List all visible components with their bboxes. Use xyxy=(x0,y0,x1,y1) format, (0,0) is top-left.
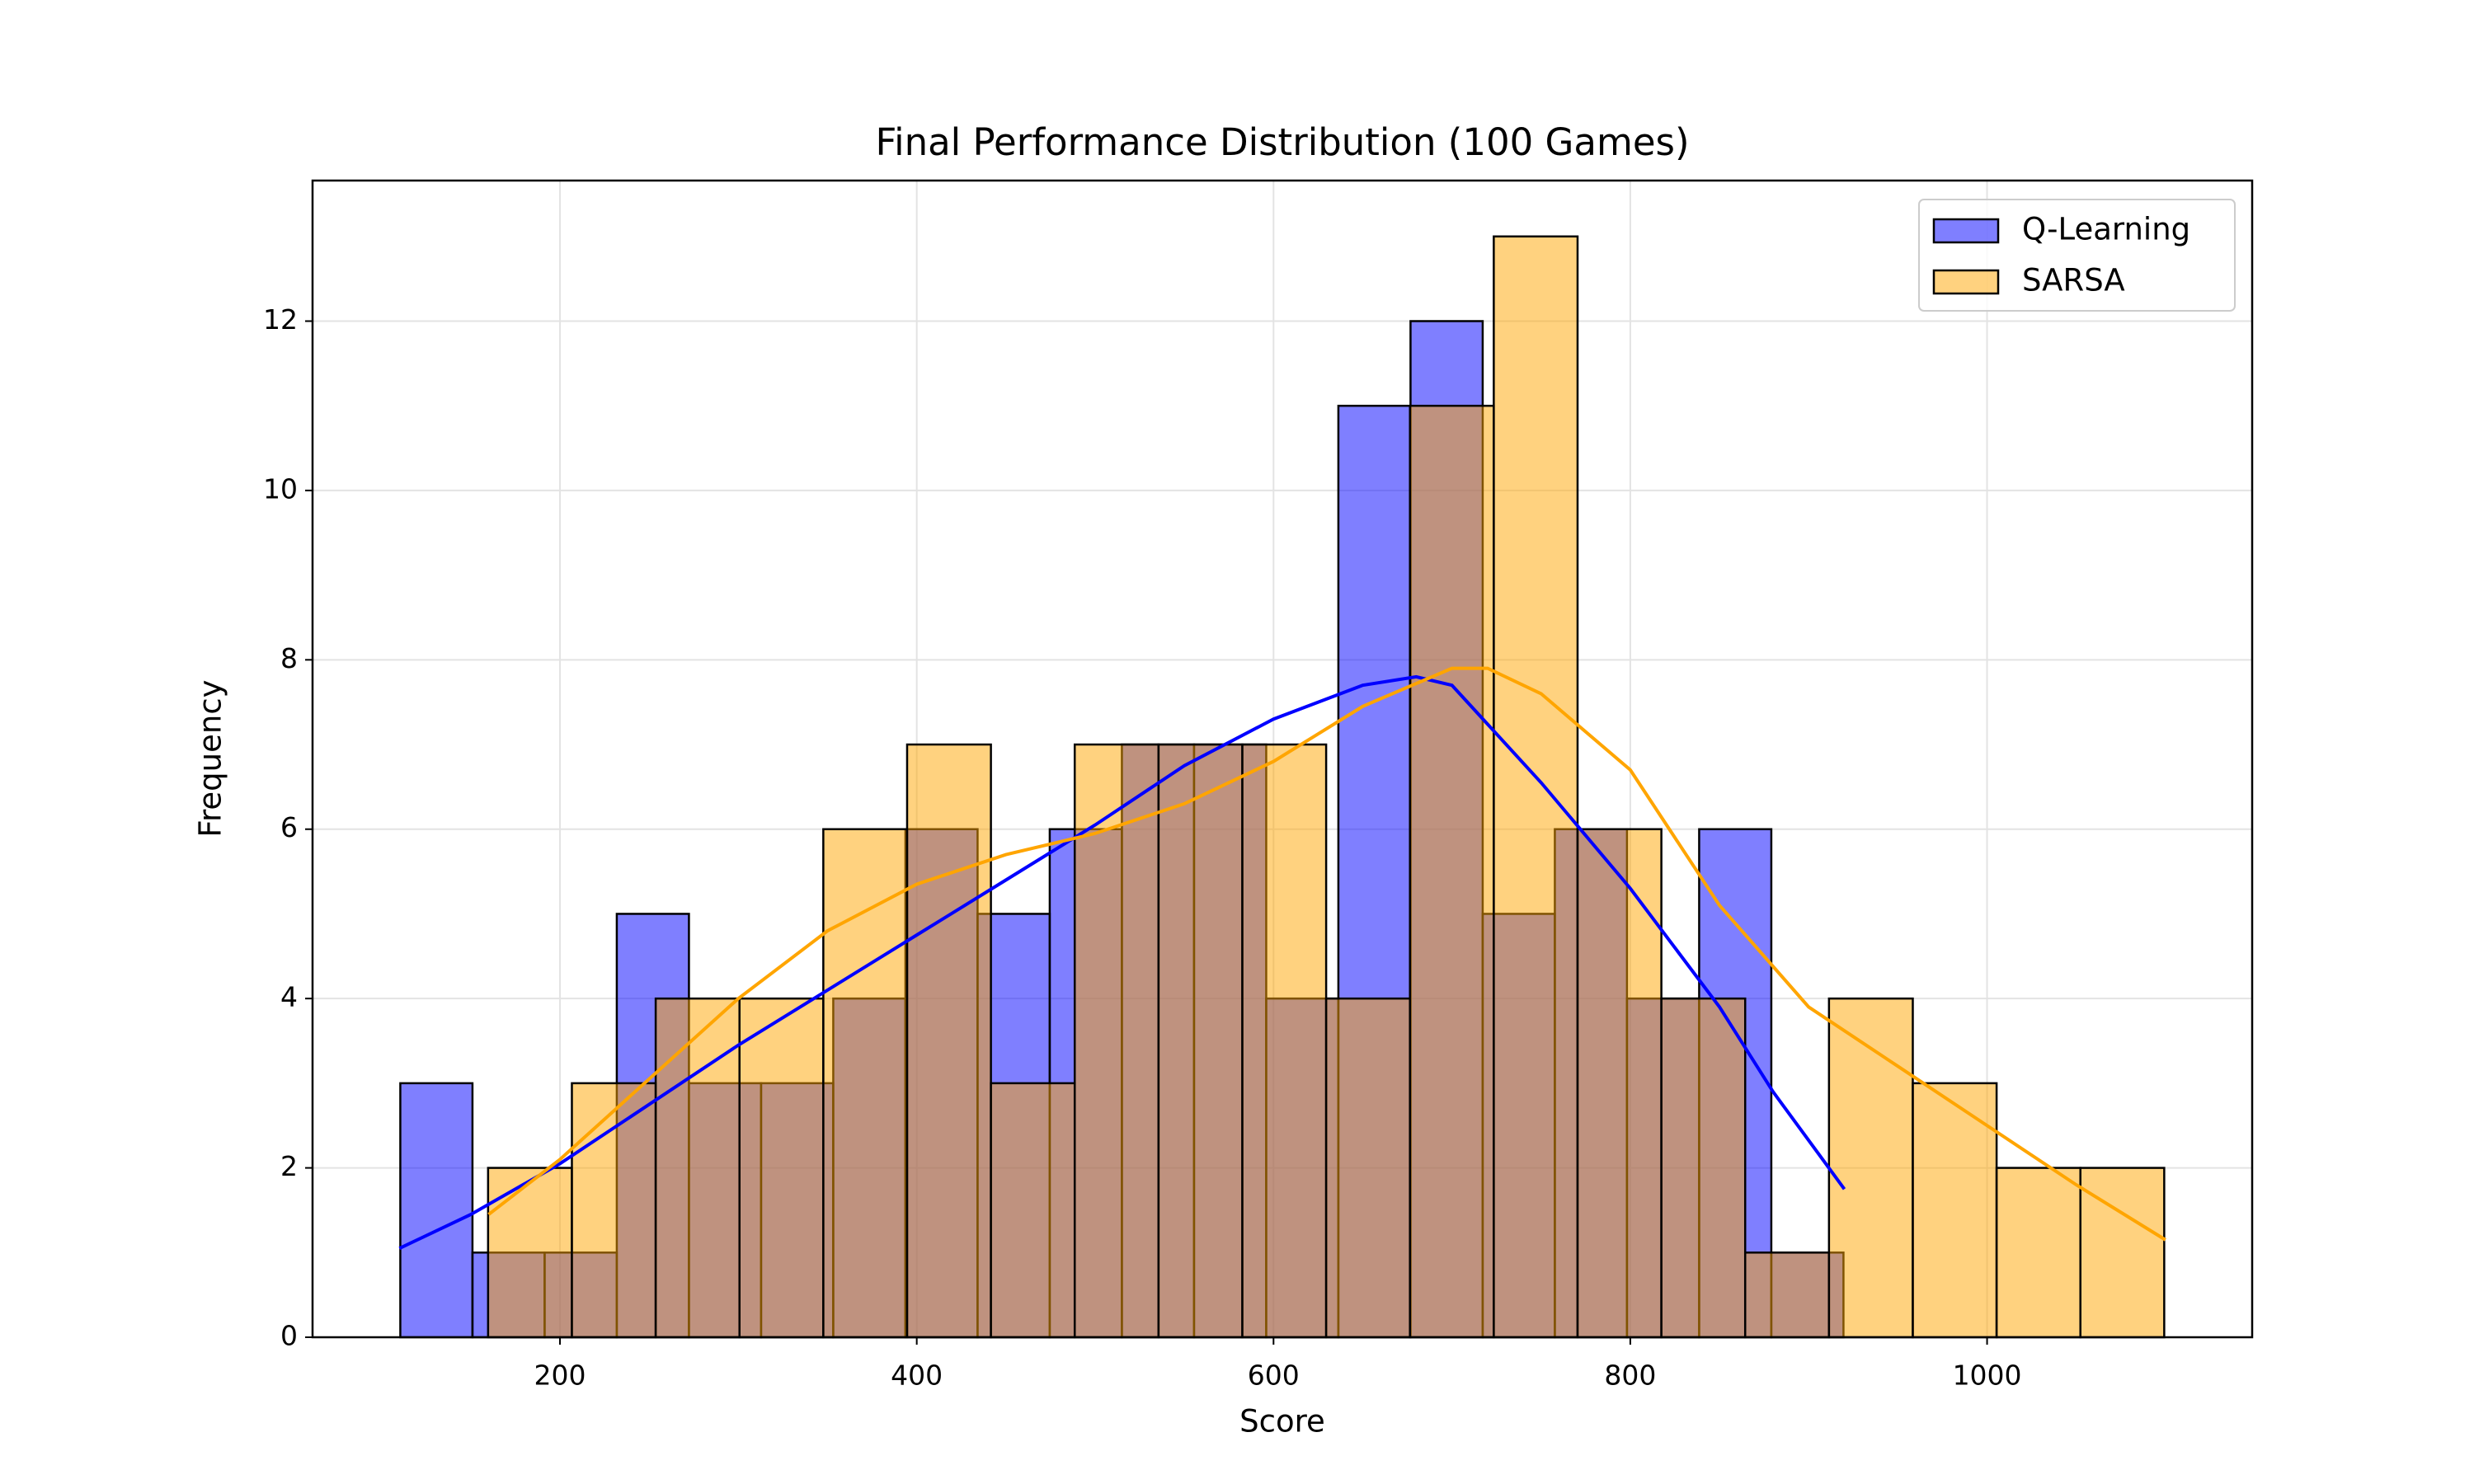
legend-swatch xyxy=(1932,269,2000,295)
histogram-bar xyxy=(1743,1252,1831,1339)
y-tick-label: 6 xyxy=(280,811,298,843)
x-tick-label: 400 xyxy=(891,1360,943,1392)
x-tick-label: 800 xyxy=(1604,1360,1656,1392)
histogram-bar xyxy=(654,997,741,1339)
histogram-bar xyxy=(990,1082,1076,1339)
histogram-bar xyxy=(571,1082,657,1339)
histogram-bar xyxy=(1493,235,1579,1339)
histogram-bar xyxy=(1157,743,1244,1339)
y-tick-label: 2 xyxy=(280,1150,298,1182)
kde-line xyxy=(487,666,2166,1242)
histogram-bar xyxy=(1912,1082,1998,1339)
histogram-bar xyxy=(1324,997,1411,1339)
x-tick-label: 600 xyxy=(1248,1360,1300,1392)
histogram-bar xyxy=(1660,997,1747,1339)
histogram-bar xyxy=(1995,1167,2081,1339)
histogram-bar xyxy=(1409,404,1495,1339)
y-tick-label: 8 xyxy=(280,642,298,674)
histogram-bar xyxy=(1576,828,1663,1339)
histogram-bar xyxy=(738,997,825,1339)
chart-title: Final Performance Distribution (100 Game… xyxy=(875,120,1689,164)
y-tick-label: 0 xyxy=(280,1320,298,1352)
x-tick-label: 200 xyxy=(534,1360,586,1392)
histogram-bar xyxy=(487,1167,573,1339)
legend-label: SARSA xyxy=(2022,263,2125,298)
legend-label: Q-Learning xyxy=(2022,212,2190,247)
histogram-bar xyxy=(822,828,909,1339)
histogram-bar xyxy=(1241,743,1328,1339)
legend-swatch xyxy=(1932,218,2000,244)
y-tick-label: 4 xyxy=(280,981,298,1013)
y-tick-label: 10 xyxy=(263,472,298,505)
x-axis-label: Score xyxy=(1239,1404,1325,1439)
histogram-bar xyxy=(905,743,992,1339)
kde-line xyxy=(398,674,1846,1250)
plot-frame xyxy=(311,179,2254,1339)
y-tick-label: 12 xyxy=(263,303,298,336)
y-axis-label: Frequency xyxy=(193,679,228,837)
x-tick-label: 1000 xyxy=(1953,1360,2022,1392)
histogram-bar xyxy=(399,1082,474,1339)
histogram-bar xyxy=(1073,743,1160,1339)
